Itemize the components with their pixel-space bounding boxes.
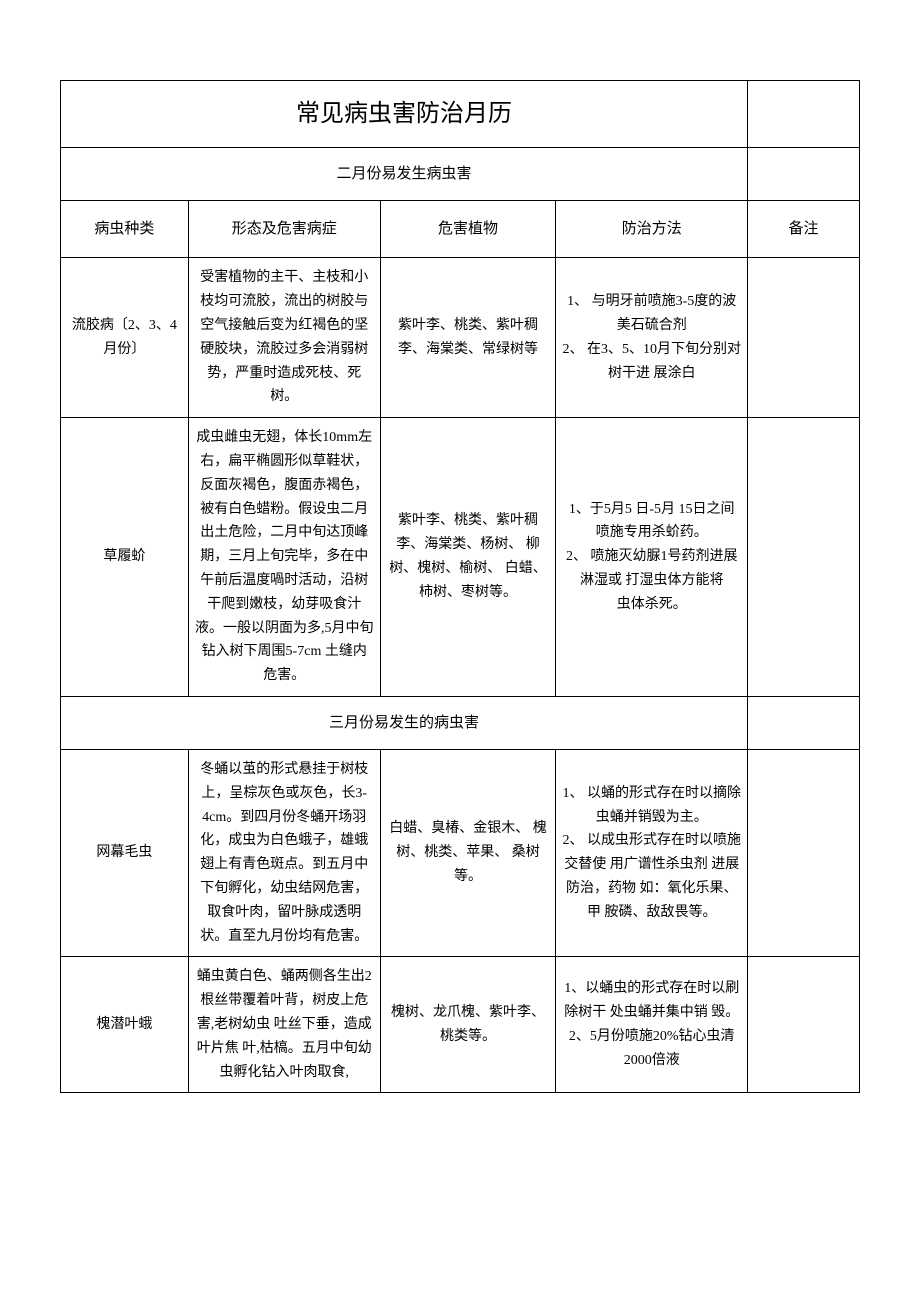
cell-control: 1、于5月5 日-5月 15日之间喷施专用杀蚧药。2、 喷施灭幼脲1号药剂进展淋…: [556, 418, 748, 697]
title-spacer: [748, 81, 860, 148]
section-mar-row: 三月份易发生的病虫害: [61, 696, 860, 749]
table-row: 流胶病〔2、3、4月份〕 受害植物的主干、主枝和小枝均可流胶，流出的树胶与空气接…: [61, 258, 860, 418]
section-mar-spacer: [748, 696, 860, 749]
pest-control-table: 常见病虫害防治月历 二月份易发生病虫害 病虫种类 形态及危害病症 危害植物 防治…: [60, 80, 860, 1093]
cell-name: 草履蚧: [61, 418, 189, 697]
header-name: 病虫种类: [61, 201, 189, 258]
cell-symptom: 冬蛹以茧的形式悬挂于树枝上，呈棕灰色或灰色，长3-4cm。到四月份冬蛹开场羽化，…: [188, 749, 380, 956]
cell-symptom: 成虫雌虫无翅，体长10mm左右，扁平椭圆形似草鞋状，反面灰褐色，腹面赤褐色，被有…: [188, 418, 380, 697]
cell-note: [748, 418, 860, 697]
cell-name: 网幕毛虫: [61, 749, 189, 956]
header-plants: 危害植物: [380, 201, 556, 258]
cell-symptom: 受害植物的主干、主枝和小枝均可流胶，流出的树胶与空气接触后变为红褐色的坚硬胶块，…: [188, 258, 380, 418]
cell-note: [748, 957, 860, 1093]
header-control: 防治方法: [556, 201, 748, 258]
table-title: 常见病虫害防治月历: [61, 81, 748, 148]
cell-control: 1、以蛹虫的形式存在时以刷除树干 处虫蛹并集中销 毁。2、5月份喷施20%钻心虫…: [556, 957, 748, 1093]
table-row: 网幕毛虫 冬蛹以茧的形式悬挂于树枝上，呈棕灰色或灰色，长3-4cm。到四月份冬蛹…: [61, 749, 860, 956]
section-mar: 三月份易发生的病虫害: [61, 696, 748, 749]
title-row: 常见病虫害防治月历: [61, 81, 860, 148]
cell-note: [748, 258, 860, 418]
cell-control: 1、 以蛹的形式存在时以摘除虫蛹并销毁为主。2、 以成虫形式存在时以喷施交替使 …: [556, 749, 748, 956]
section-feb-spacer: [748, 148, 860, 201]
section-feb-row: 二月份易发生病虫害: [61, 148, 860, 201]
cell-name: 流胶病〔2、3、4月份〕: [61, 258, 189, 418]
cell-note: [748, 749, 860, 956]
table-row: 草履蚧 成虫雌虫无翅，体长10mm左右，扁平椭圆形似草鞋状，反面灰褐色，腹面赤褐…: [61, 418, 860, 697]
cell-control: 1、 与明牙前喷施3-5度的波美石硫合剂2、 在3、5、10月下旬分别对树干进 …: [556, 258, 748, 418]
cell-plants: 紫叶李、桃类、紫叶稠李、海棠类、常绿树等: [380, 258, 556, 418]
header-row: 病虫种类 形态及危害病症 危害植物 防治方法 备注: [61, 201, 860, 258]
cell-plants: 槐树、龙爪槐、紫叶李、桃类等。: [380, 957, 556, 1093]
cell-plants: 紫叶李、桃类、紫叶稠李、海棠类、杨树、 柳树、槐树、榆树、 白蜡、柿树、枣树等。: [380, 418, 556, 697]
cell-name: 槐潜叶蛾: [61, 957, 189, 1093]
cell-plants: 白蜡、臭椿、金银木、 槐树、桃类、苹果、 桑树等。: [380, 749, 556, 956]
header-symptom: 形态及危害病症: [188, 201, 380, 258]
table-row: 槐潜叶蛾 蛹虫黄白色、蛹两侧各生出2根丝带覆着叶背，树皮上危害,老树幼虫 吐丝下…: [61, 957, 860, 1093]
section-feb: 二月份易发生病虫害: [61, 148, 748, 201]
header-note: 备注: [748, 201, 860, 258]
cell-symptom: 蛹虫黄白色、蛹两侧各生出2根丝带覆着叶背，树皮上危害,老树幼虫 吐丝下垂，造成叶…: [188, 957, 380, 1093]
